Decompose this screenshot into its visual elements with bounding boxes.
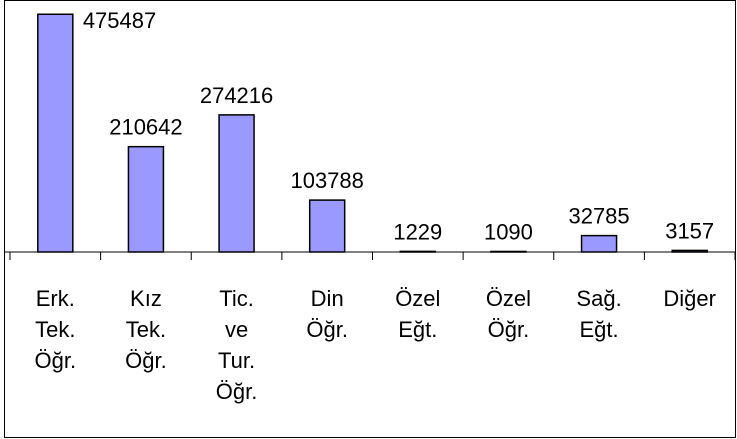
x-tick-label-line: Öğr.: [35, 348, 77, 373]
value-label: 32785: [568, 204, 629, 229]
x-tick-label-line: Eğt.: [398, 317, 437, 342]
x-tick-label-line: Öğr.: [488, 317, 530, 342]
x-tick-label: Din Öğr.: [306, 286, 348, 342]
bar: [490, 250, 527, 253]
x-tick-label: Tic. ve Tur. Öğr.: [216, 286, 258, 404]
x-tick-label-line: Özel: [395, 286, 440, 311]
chart-frame: [4, 0, 736, 438]
x-tick-label-line: ve: [225, 317, 248, 342]
value-label: 1090: [484, 219, 533, 244]
x-tick-label-line: Diğer: [663, 286, 716, 311]
x-tick-label-line: Özel: [486, 286, 531, 311]
x-tick-label: Erk. Tek. Öğr.: [35, 286, 77, 373]
bar: [37, 13, 74, 253]
bar: [218, 114, 255, 253]
x-tick-label-line: Tek.: [126, 317, 166, 342]
x-tick-label-line: Eğt.: [579, 317, 618, 342]
bar: [308, 199, 346, 253]
value-label: 3157: [665, 218, 714, 243]
x-tick-label: Özel Eğt.: [395, 286, 440, 342]
x-tick-label: Diğer: [663, 286, 716, 311]
x-tick-label-line: Sağ.: [576, 286, 621, 311]
value-label: 103788: [290, 168, 363, 193]
value-label: 274216: [200, 83, 273, 108]
value-label: 1229: [393, 219, 442, 244]
x-tick-label-line: Din: [311, 286, 344, 311]
value-label: 210642: [109, 115, 182, 140]
x-tick-label-line: Tur.: [218, 348, 255, 373]
x-tick-label-line: Erk.: [36, 286, 75, 311]
value-label: 475487: [83, 8, 156, 33]
x-tick-label-line: Öğr.: [306, 317, 348, 342]
bar: [580, 234, 618, 253]
x-tick-label: Özel Öğr.: [486, 286, 531, 342]
x-tick-label-line: Tek.: [35, 317, 75, 342]
x-tick-label-line: Öğr.: [216, 379, 258, 404]
x-tick-label-line: Kız: [130, 286, 162, 311]
x-tick-label-line: Öğr.: [125, 348, 167, 373]
x-tick-label: Kız Tek. Öğr.: [125, 286, 167, 373]
x-tick-label: Sağ. Eğt.: [576, 286, 621, 342]
bar: [127, 145, 165, 253]
x-tick-label-line: Tic.: [219, 286, 254, 311]
bar: [671, 249, 708, 253]
bar: [399, 250, 437, 253]
